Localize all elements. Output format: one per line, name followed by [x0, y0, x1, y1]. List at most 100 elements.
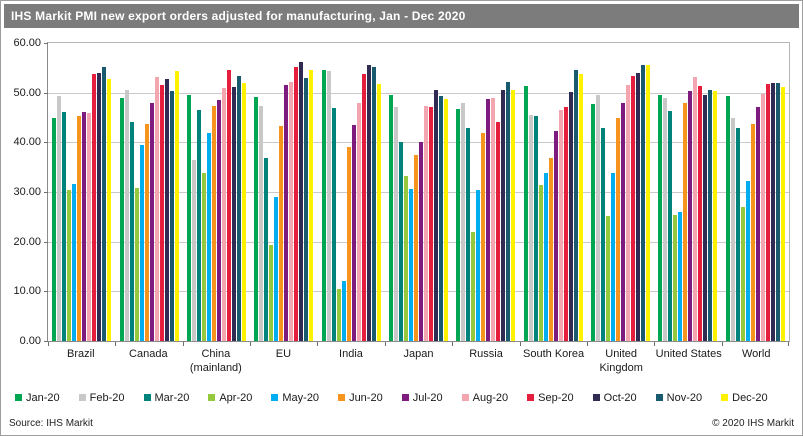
bar-mar-20 [331, 107, 336, 341]
x-axis-tick [384, 342, 386, 346]
bar-nov-20 [775, 82, 780, 341]
legend-item-jun-20: Jun-20 [338, 392, 383, 404]
y-axis-tick-label: 50.00 [13, 86, 41, 99]
bar-oct-20 [636, 73, 641, 341]
x-axis-category-label: Russia [469, 348, 503, 360]
bar-jan-20 [186, 95, 191, 341]
bar-jul-20 [621, 103, 626, 341]
bar-sep-20 [159, 85, 164, 341]
bar-mar-20 [398, 141, 403, 341]
bar-jul-20 [688, 91, 693, 341]
legend-label: Apr-20 [219, 391, 253, 404]
bar-group-united-states [654, 44, 721, 341]
bar-jun-20 [279, 125, 284, 341]
bar-apr-20 [201, 172, 206, 341]
bar-group-united-kingdom [587, 44, 654, 341]
bar-jun-20 [77, 116, 82, 341]
y-axis-tick [44, 192, 48, 193]
copyright-note: © 2020 IHS Markit [712, 418, 794, 429]
bar-jan-20 [725, 95, 730, 341]
bar-apr-20 [269, 244, 274, 341]
bar-apr-20 [336, 289, 341, 341]
bar-jan-20 [591, 104, 596, 341]
bar-aug-20 [693, 77, 698, 341]
y-axis-tick [44, 291, 48, 293]
gridline [48, 92, 789, 94]
legend-label: May-20 [282, 391, 320, 404]
bar-aug-20 [154, 77, 159, 341]
bar-may-20 [206, 133, 211, 341]
bar-jul-20 [755, 106, 760, 341]
bar-jan-20 [52, 118, 57, 341]
x-axis-tick [519, 342, 521, 346]
legend-item-nov-20: Nov-20 [655, 392, 702, 404]
bar-jun-20 [548, 157, 553, 341]
bar-feb-20 [259, 105, 264, 341]
legend-swatch [527, 394, 535, 401]
legend-label: Jul-20 [412, 391, 443, 404]
bar-dec-20 [107, 79, 112, 341]
bar-aug-20 [87, 113, 92, 341]
bar-sep-20 [631, 76, 636, 341]
bar-nov-20 [169, 91, 174, 341]
bar-group-eu [250, 44, 317, 341]
bar-oct-20 [703, 95, 708, 341]
legend: Jan-20 Feb-20 Mar-20 Apr-20 May-20 Jun-20 Jul-… [15, 392, 802, 404]
bar-nov-20 [708, 89, 713, 341]
bar-sep-20 [361, 73, 366, 341]
gridline [48, 241, 789, 243]
bar-may-20 [678, 212, 683, 341]
bar-dec-20 [713, 90, 718, 341]
bar-group-south-korea [520, 44, 587, 341]
bar-oct-20 [770, 83, 775, 341]
legend-swatch [461, 394, 469, 401]
bar-apr-20 [740, 206, 745, 341]
bar-dec-20 [511, 90, 516, 341]
bar-jul-20 [284, 85, 289, 341]
bar-apr-20 [67, 189, 72, 341]
bar-sep-20 [698, 85, 703, 341]
y-axis-tick [44, 142, 48, 144]
bar-oct-20 [97, 72, 102, 341]
x-axis-category-label: United Kingdom [599, 348, 643, 374]
bar-mar-20 [735, 128, 740, 341]
x-axis-tick [452, 342, 454, 346]
bar-jun-20 [413, 155, 418, 341]
bar-feb-20 [191, 160, 196, 341]
chart-footer: Source: IHS Markit © 2020 IHS Markit [9, 418, 794, 429]
bar-nov-20 [506, 81, 511, 341]
legend-item-sep-20: Sep-20 [527, 392, 574, 404]
bar-group-china-mainland [183, 44, 250, 341]
legend-item-jan-20: Jan-20 [15, 392, 60, 404]
bar-aug-20 [356, 103, 361, 341]
bar-jul-20 [553, 130, 558, 341]
bar-jul-20 [351, 124, 356, 341]
source-note: Source: IHS Markit [9, 418, 93, 429]
x-axis-tick [115, 342, 117, 346]
bar-feb-20 [730, 118, 735, 341]
x-axis-category-label: India [339, 348, 363, 360]
bar-nov-20 [371, 67, 376, 341]
bar-dec-20 [241, 83, 246, 341]
bar-feb-20 [124, 89, 129, 341]
bar-dec-20 [646, 65, 651, 341]
bar-aug-20 [423, 105, 428, 341]
x-axis-tick [317, 342, 319, 346]
bar-may-20 [341, 281, 346, 341]
x-axis-category-label: Japan [403, 348, 434, 360]
bar-dec-20 [780, 86, 785, 341]
legend-swatch [15, 394, 22, 401]
bar-sep-20 [765, 83, 770, 341]
bar-dec-20 [174, 71, 179, 341]
x-axis-category-label: EU [275, 348, 292, 360]
y-axis-tick-label: 0.00 [19, 335, 41, 347]
x-axis-tick [250, 342, 252, 346]
bar-jun-20 [211, 105, 216, 341]
bar-apr-20 [471, 231, 476, 341]
bar-jan-20 [456, 109, 461, 341]
bar-mar-20 [196, 109, 201, 341]
bar-nov-20 [102, 66, 107, 341]
legend-label: Jan-20 [26, 391, 60, 404]
bar-aug-20 [760, 93, 765, 341]
